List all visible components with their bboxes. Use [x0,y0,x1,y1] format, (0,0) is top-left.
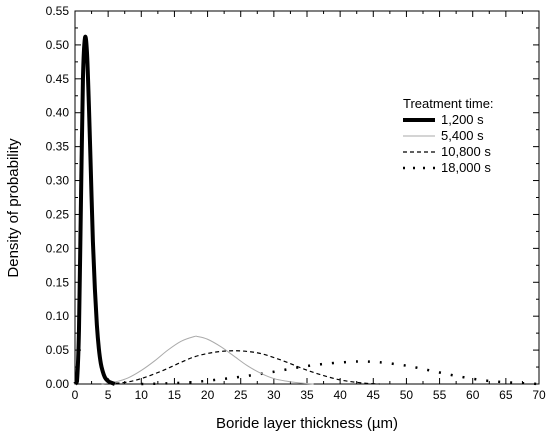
x-tick-label: 65 [499,388,513,402]
y-tick-label: 0.25 [46,207,70,221]
y-axis-title: Density of probability [5,138,22,278]
x-tick-label: 50 [400,388,414,402]
x-tick-label: 0 [72,388,79,402]
x-tick-label: 45 [367,388,381,402]
x-tick-label: 40 [333,388,347,402]
x-tick-label: 15 [168,388,182,402]
legend-label-1: 5,400 s [441,128,484,143]
x-tick-label: 60 [466,388,480,402]
x-tick-label: 70 [532,388,546,402]
x-tick-label: 25 [234,388,248,402]
x-axis: 0 5 10 15 20 25 30 35 40 45 50 55 60 65 70 [72,11,546,402]
series-line-1-200-s [73,34,116,386]
y-axis: 0.00 0.05 0.10 0.15 0.20 0.25 0.30 0.35 0.40 0.45… [46,4,539,391]
legend-label-2: 10,800 s [441,144,491,159]
x-tick-label: 20 [201,388,215,402]
x-tick-label: 5 [105,388,112,402]
y-tick-label: 0.30 [46,174,70,188]
y-tick-label: 0.35 [46,140,70,154]
plot-border [74,10,540,385]
y-tick-label: 0.00 [46,377,70,391]
x-tick-label: 30 [267,388,281,402]
series-line-5-400-s [101,335,314,385]
series-layer [73,34,540,386]
legend: Treatment time: 1,200 s5,400 s10,800 s18… [403,96,494,175]
x-axis-title: Boride layer thickness (µm) [216,415,398,432]
y-tick-label: 0.20 [46,241,70,255]
y-tick-label: 0.15 [46,275,70,289]
y-tick-label: 0.05 [46,343,70,357]
x-tick-label: 55 [433,388,447,402]
y-tick-label: 0.10 [46,309,70,323]
y-tick-label: 0.40 [46,106,70,120]
x-tick-label: 10 [135,388,149,402]
y-tick-label: 0.50 [46,38,70,52]
series-line-10-800-s [101,350,380,385]
legend-label-3: 18,000 s [441,160,491,175]
legend-title: Treatment time: [403,96,494,111]
y-tick-label: 0.45 [46,72,70,86]
legend-label-0: 1,200 s [441,112,484,127]
y-tick-label: 0.55 [46,4,70,18]
plot-frame [74,10,540,385]
x-tick-label: 35 [300,388,314,402]
